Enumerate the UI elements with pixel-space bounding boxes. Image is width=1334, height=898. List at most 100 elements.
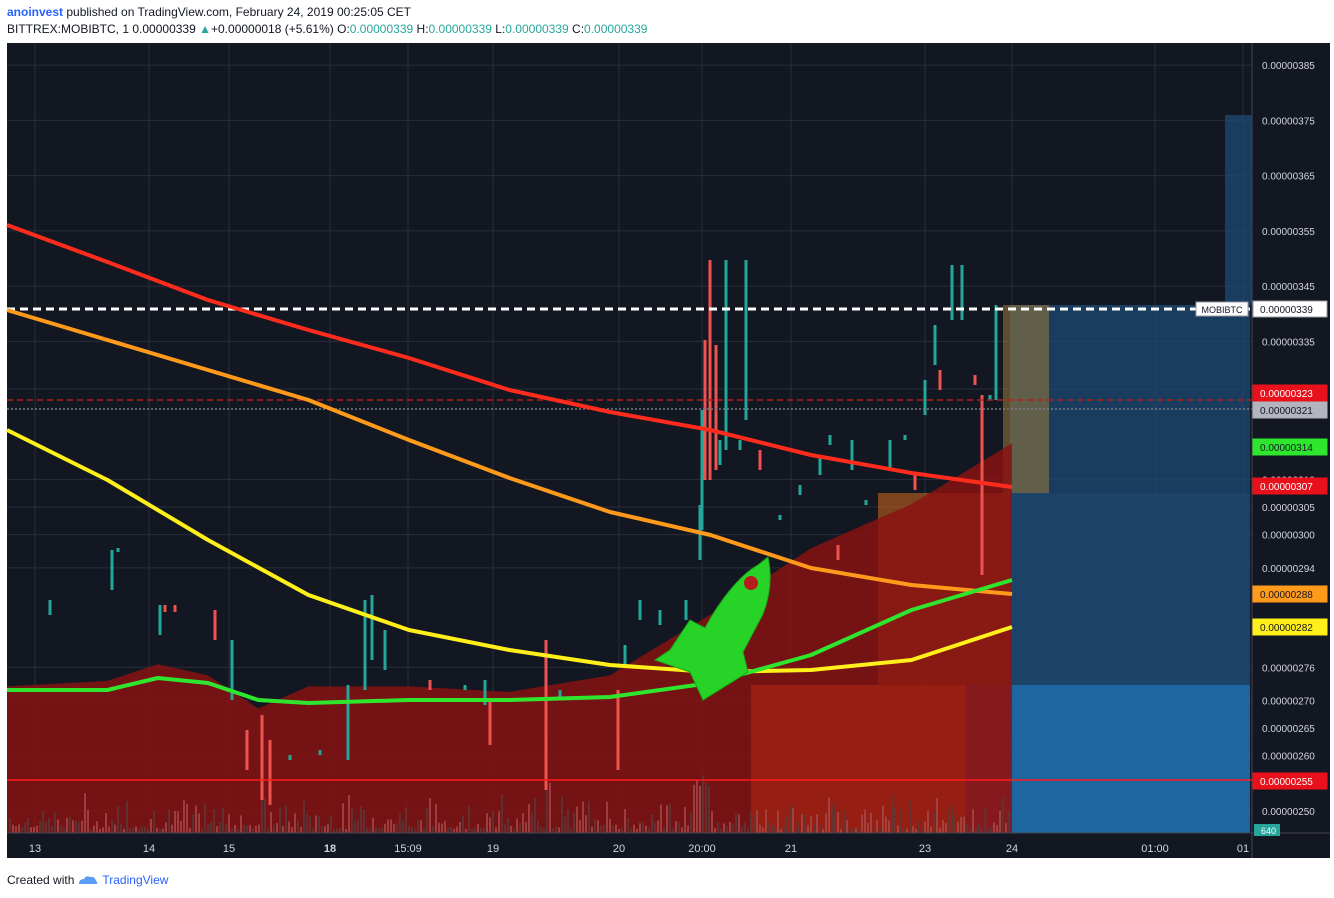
publish-line: anoinvest published on TradingView.com, … — [7, 5, 411, 19]
volume-bar — [717, 822, 719, 833]
publisher-name[interactable]: anoinvest — [7, 5, 64, 19]
volume-bar — [681, 827, 683, 833]
volume-bar — [990, 826, 992, 833]
volume-bar — [804, 813, 806, 833]
volume-bar — [504, 824, 506, 833]
volume-bar — [495, 827, 497, 833]
volume-bar — [438, 822, 440, 833]
volume-bar — [411, 826, 413, 833]
price-label-box — [1252, 772, 1328, 790]
volume-bar — [612, 826, 614, 833]
volume-bar — [408, 825, 410, 833]
volume-bar — [936, 797, 938, 833]
volume-bar — [168, 809, 170, 833]
volume-bar — [828, 797, 830, 833]
volume-bar — [702, 775, 704, 833]
price-label-text: 0.00000314 — [1260, 443, 1313, 454]
symbol-tag-text: MOBIBTC — [1201, 305, 1243, 315]
volume-bar — [540, 826, 542, 833]
volume-bar — [75, 821, 77, 833]
moving-averages — [6, 223, 1013, 705]
volume-bar — [321, 826, 323, 833]
volume-bar — [669, 803, 671, 833]
volume-bar — [687, 825, 689, 833]
volume-bar — [171, 824, 173, 833]
volume-bar — [453, 828, 455, 833]
volume-bar — [573, 812, 575, 833]
volume-bar — [951, 804, 953, 833]
volume-bar — [777, 810, 779, 833]
volume-bar — [906, 828, 908, 833]
volume-bar — [303, 801, 305, 833]
volume-bar — [1008, 811, 1010, 833]
volume-bar — [582, 801, 584, 833]
volume-bar — [87, 809, 89, 833]
volume-bar — [159, 828, 161, 833]
volume-bar — [315, 815, 317, 833]
symbol-name: BITTREX:MOBIBTC, 1 — [7, 22, 130, 36]
volume-bar — [585, 815, 587, 833]
x-tick-label: 21 — [785, 843, 797, 855]
volume-bar — [543, 827, 545, 833]
volume-bar — [354, 821, 356, 833]
volume-bar — [642, 821, 644, 833]
volume-bar — [711, 811, 713, 833]
target-zone-top — [1225, 115, 1252, 305]
volume-bar — [225, 823, 227, 833]
x-tick-label: 24 — [1006, 843, 1018, 855]
volume-bar — [162, 828, 164, 833]
volume-bar — [249, 825, 251, 833]
volume-bar — [618, 828, 620, 833]
volume-bar — [312, 828, 314, 833]
volume-bar — [222, 807, 224, 833]
volume-bar — [462, 815, 464, 833]
volume-bar — [36, 825, 38, 833]
volume-bar — [774, 826, 776, 833]
volume-bars — [9, 775, 1010, 833]
volume-bar — [720, 828, 722, 833]
volume-bar — [939, 827, 941, 833]
volume-bar — [987, 828, 989, 833]
volume-bar — [759, 824, 761, 833]
volume-bar — [621, 827, 623, 833]
volume-bar — [81, 820, 83, 833]
x-axis-ticks: 13 14 15 18 15:09 19 20 20:00 21 23 24 01:00 01 — [29, 843, 1249, 855]
volume-bar — [93, 825, 95, 833]
volume-bar — [549, 782, 551, 833]
target-zone-bottom — [1010, 685, 1250, 833]
volume-bar — [510, 825, 512, 833]
tradingview-link[interactable]: TradingView — [102, 873, 169, 887]
volume-bar — [858, 827, 860, 833]
volume-bar — [423, 828, 425, 833]
volume-bar — [420, 820, 422, 833]
volume-bar — [606, 801, 608, 833]
volume-bar — [126, 800, 128, 833]
volume-bar — [834, 808, 836, 833]
price-label-text: 0.00000321 — [1260, 406, 1313, 417]
volume-bar — [102, 827, 104, 833]
volume-bar — [186, 803, 188, 833]
volume-bar — [96, 821, 98, 833]
volume-bar — [903, 827, 905, 833]
volume-bar — [306, 813, 308, 833]
volume-tag-text: 640 — [1261, 826, 1276, 836]
volume-bar — [381, 827, 383, 833]
target-zone-lower — [1010, 493, 1250, 685]
volume-bar — [963, 816, 965, 833]
volume-bar — [744, 822, 746, 833]
volume-bar — [114, 824, 116, 833]
price-label-box — [1252, 401, 1328, 419]
volume-bar — [519, 822, 521, 833]
volume-bar — [654, 822, 656, 833]
ma-line — [6, 428, 1013, 674]
volume-bar — [369, 828, 371, 833]
volume-bar — [546, 782, 548, 833]
volume-bar — [66, 817, 68, 833]
volume-bar — [726, 826, 728, 833]
volume-bar — [636, 828, 638, 833]
volume-bar — [387, 819, 389, 833]
volume-bar — [24, 822, 26, 833]
x-tick-label: 14 — [143, 843, 155, 855]
volume-bar — [108, 826, 110, 833]
